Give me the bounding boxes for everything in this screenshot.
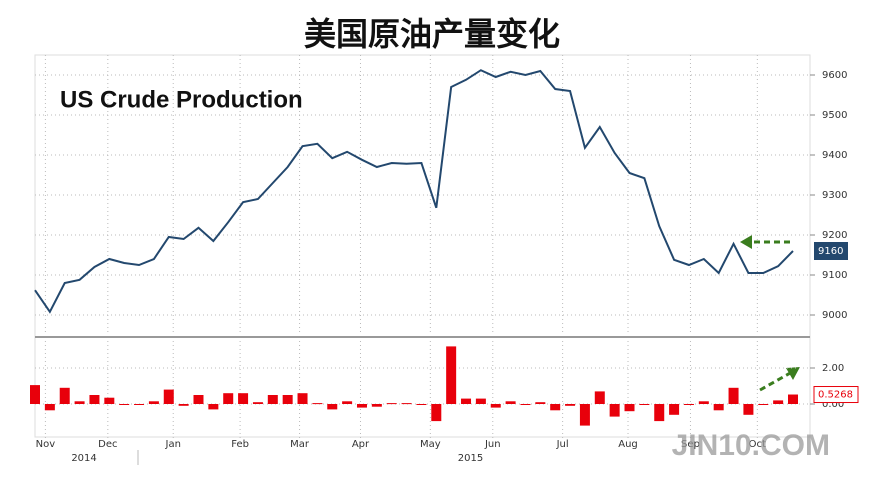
year-label: 2015	[458, 453, 483, 464]
year-label: 2014	[71, 453, 96, 464]
bar	[505, 401, 516, 404]
bar	[59, 387, 70, 404]
bar	[401, 403, 412, 405]
bar	[148, 401, 159, 404]
last-value-box	[813, 386, 859, 404]
bar	[461, 398, 472, 404]
last-value-label: 9160	[818, 246, 843, 257]
x-tick-label: Sep	[681, 439, 700, 450]
bar	[252, 402, 263, 404]
y-tick-label: 9000	[822, 310, 847, 321]
bar	[446, 346, 457, 404]
bar	[416, 404, 427, 405]
line	[34, 69, 794, 314]
bar	[89, 395, 100, 404]
bar	[728, 387, 739, 404]
x-tick-label: Jul	[556, 439, 569, 450]
arrow-flat	[740, 235, 790, 249]
y-tick-label: 9300	[822, 190, 847, 201]
bar	[535, 402, 546, 404]
bar	[282, 395, 293, 404]
x-tick-label: Jun	[484, 439, 501, 450]
y-tick-label: 0.00	[822, 399, 844, 410]
plot-frame	[34, 54, 811, 438]
bar	[30, 385, 40, 404]
bar	[371, 404, 382, 407]
bar	[713, 404, 724, 411]
bar	[624, 404, 635, 412]
bar	[609, 404, 620, 417]
bar	[178, 404, 189, 406]
x-tick-label: May	[420, 439, 441, 450]
bar	[223, 393, 234, 404]
y-tick-label: 9400	[822, 150, 847, 161]
watermark: JIN10.COM	[672, 429, 830, 462]
bar	[683, 404, 694, 405]
y-tick-label: 9500	[822, 110, 847, 121]
x-tick-label: Apr	[352, 439, 370, 450]
last-value-label: 0.5268	[818, 390, 853, 401]
bar	[312, 403, 323, 405]
bar	[119, 404, 130, 405]
bar	[104, 397, 115, 404]
bar	[431, 404, 442, 422]
bar	[490, 404, 501, 408]
arrow-up	[759, 367, 800, 392]
last-value-box	[814, 242, 848, 260]
bar	[743, 404, 754, 415]
bar	[327, 404, 338, 410]
bar	[758, 404, 769, 405]
bar	[386, 403, 397, 405]
annotation: US Crude Production	[60, 86, 303, 113]
bar	[550, 404, 561, 411]
bar	[669, 404, 680, 415]
bar	[134, 404, 145, 405]
y-tick-label: 9600	[822, 70, 847, 81]
x-tick-label: Dec	[98, 439, 117, 450]
y-tick-label: 9200	[822, 230, 847, 241]
y-tick-label: 9100	[822, 270, 847, 281]
x-tick-label: Nov	[36, 439, 56, 450]
bar	[475, 398, 486, 404]
x-tick-label: Oct	[749, 439, 766, 450]
bar	[297, 393, 308, 404]
bar	[208, 404, 219, 410]
bar	[520, 404, 531, 405]
bar	[654, 404, 665, 422]
bar	[356, 404, 367, 408]
bar	[594, 391, 605, 404]
bar	[773, 400, 784, 404]
bar	[788, 394, 798, 404]
bar	[193, 395, 204, 404]
bar	[579, 404, 590, 426]
bar	[267, 395, 278, 404]
chart-title: 美国原油产量变化	[304, 15, 560, 53]
bar	[163, 389, 174, 404]
bar	[639, 404, 650, 405]
bar	[565, 404, 576, 406]
bar	[342, 401, 353, 404]
bar	[74, 401, 85, 404]
x-tick-label: Feb	[231, 439, 249, 450]
x-tick-label: Aug	[618, 439, 638, 450]
x-tick-label: Mar	[290, 439, 310, 450]
x-tick-label: Jan	[165, 439, 181, 450]
bar	[238, 393, 249, 404]
bar	[698, 401, 709, 404]
y-tick-label: 2.00	[822, 363, 844, 374]
bar	[44, 404, 55, 411]
